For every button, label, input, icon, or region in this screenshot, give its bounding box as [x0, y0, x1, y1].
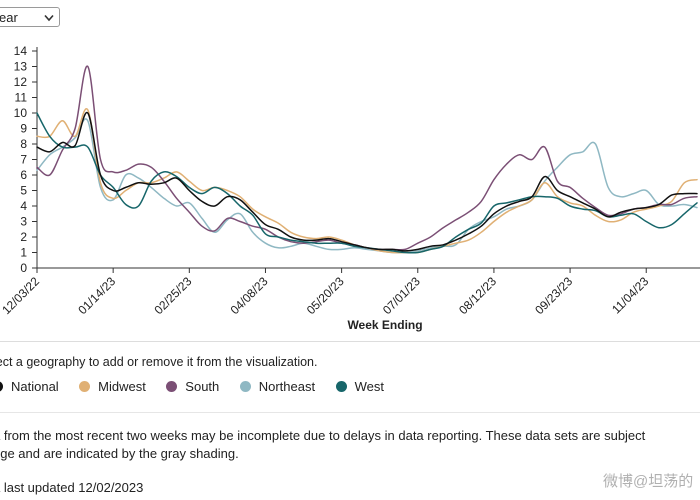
y-tick-label: 5: [20, 184, 27, 198]
x-tick-label: 01/14/23: [75, 274, 118, 317]
last-updated-text: a last updated 12/02/2023: [0, 480, 144, 495]
legend-label: National: [11, 379, 59, 394]
x-axis-title: Week Ending: [347, 318, 422, 332]
legend-item-northeast[interactable]: Northeast: [239, 379, 316, 394]
x-tick-label: 12/03/22: [0, 274, 42, 317]
y-tick-label: 3: [20, 215, 27, 229]
x-tick-label: 11/04/23: [609, 274, 652, 317]
x-tick-label: 07/01/23: [380, 274, 423, 317]
legend-item-national[interactable]: National: [0, 379, 59, 394]
legend: National Midwest South Northeast West: [0, 379, 400, 397]
y-tick-label: 10: [14, 106, 28, 120]
divider: [0, 412, 700, 413]
legend-label: West: [354, 379, 384, 394]
chevron-down-icon: [44, 14, 54, 22]
series-line-midwest: [36, 107, 698, 254]
x-tick-label: 05/20/23: [304, 274, 347, 317]
year-select[interactable]: ear: [0, 7, 60, 27]
y-tick-label: 9: [20, 122, 27, 136]
data-note: a from the most recent two weeks may be …: [0, 427, 700, 463]
y-tick-label: 0: [20, 261, 27, 275]
legend-item-west[interactable]: West: [335, 379, 384, 394]
midwest-color-dot-icon: [79, 381, 91, 392]
south-color-dot-icon: [166, 381, 178, 392]
note-line: a from the most recent two weeks may be …: [0, 428, 646, 443]
national-color-dot-icon: [0, 381, 3, 392]
legend-label: Northeast: [258, 379, 316, 394]
y-tick-label: 2: [20, 230, 27, 244]
x-tick-label: 04/08/23: [228, 274, 271, 317]
legend-label: South: [185, 379, 220, 394]
x-tick-label: 08/12/23: [456, 274, 499, 317]
y-tick-label: 14: [14, 44, 28, 58]
y-tick-label: 8: [20, 137, 27, 151]
northeast-color-dot-icon: [239, 381, 251, 392]
legend-label: Midwest: [98, 379, 146, 394]
x-tick-label: 02/25/23: [151, 274, 194, 317]
year-select-value: ear: [0, 10, 18, 25]
y-tick-label: 6: [20, 168, 27, 182]
x-tick-label: 09/23/23: [532, 274, 575, 317]
series-line-south: [36, 65, 698, 251]
instruction-text: lect a geography to add or remove it fro…: [0, 355, 318, 369]
y-tick-label: 1: [20, 246, 27, 260]
legend-item-midwest[interactable]: Midwest: [79, 379, 146, 394]
y-tick-label: 11: [15, 91, 28, 105]
y-tick-label: 7: [20, 153, 27, 167]
y-tick-label: 13: [14, 60, 28, 74]
y-tick-label: 4: [20, 199, 27, 213]
series-line-national: [36, 112, 698, 252]
chart-area: 0 1 2 3 4 5 6 7 8 9 10 11 12 13 14 12/03/22 01/14/23 02/2…: [0, 44, 700, 332]
west-color-dot-icon: [335, 381, 347, 392]
note-line: nge and are indicated by the gray shadin…: [0, 446, 239, 461]
watermark: 微博@坦荡的: [603, 473, 694, 490]
divider: [0, 341, 700, 342]
series-line-northeast: [36, 118, 698, 254]
legend-item-south[interactable]: South: [166, 379, 219, 394]
y-tick-label: 12: [14, 75, 28, 89]
